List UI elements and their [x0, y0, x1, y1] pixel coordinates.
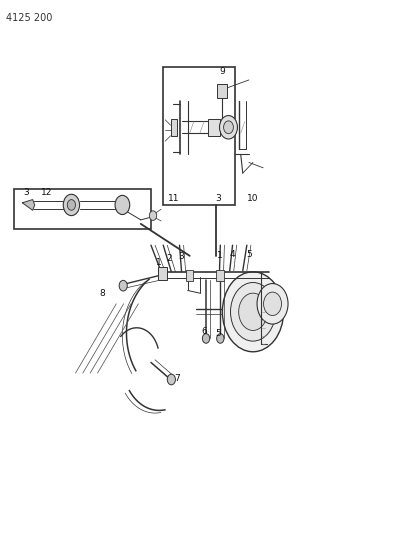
Circle shape: [202, 334, 210, 343]
Bar: [14, 189, 151, 229]
Circle shape: [257, 284, 288, 324]
Text: 8: 8: [99, 289, 105, 297]
Circle shape: [217, 334, 224, 343]
Circle shape: [119, 280, 127, 291]
Bar: [208, 119, 220, 136]
Text: 1: 1: [217, 252, 223, 260]
Circle shape: [63, 195, 80, 216]
Text: 9: 9: [220, 68, 225, 76]
Text: 2: 2: [166, 254, 172, 263]
Text: 3: 3: [215, 194, 221, 203]
Bar: [158, 267, 167, 280]
Bar: [171, 119, 177, 136]
Text: 11: 11: [168, 194, 179, 203]
Text: 3: 3: [24, 189, 29, 197]
Circle shape: [115, 196, 130, 215]
Text: 5: 5: [215, 329, 221, 337]
Text: 3: 3: [179, 253, 184, 261]
Circle shape: [222, 272, 284, 352]
Circle shape: [149, 211, 157, 221]
Circle shape: [67, 200, 75, 211]
Circle shape: [224, 121, 233, 134]
Bar: [163, 67, 235, 205]
Text: 5: 5: [246, 251, 252, 259]
Bar: [217, 84, 227, 99]
Text: 4: 4: [230, 251, 235, 259]
Circle shape: [220, 116, 237, 139]
Circle shape: [231, 282, 275, 341]
Text: 6: 6: [201, 327, 207, 336]
Circle shape: [167, 374, 175, 385]
Bar: [216, 270, 224, 281]
Circle shape: [264, 292, 282, 316]
Text: 10: 10: [247, 194, 259, 203]
Circle shape: [239, 293, 267, 330]
Bar: [186, 270, 193, 281]
Text: 4125 200: 4125 200: [6, 13, 53, 23]
Text: 12: 12: [41, 189, 53, 197]
Text: 1: 1: [156, 258, 162, 266]
Text: 7: 7: [175, 374, 180, 383]
Polygon shape: [22, 200, 35, 211]
